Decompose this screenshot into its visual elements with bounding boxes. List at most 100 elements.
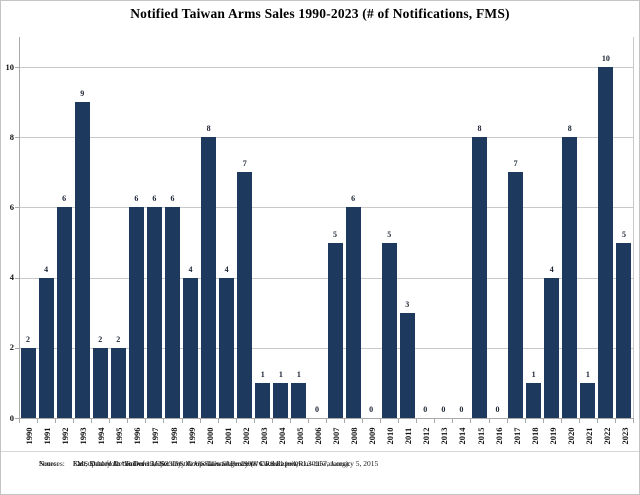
x-tick-label-1994: 1994	[96, 427, 107, 445]
y-tick-label: 8	[9, 131, 14, 142]
bar-value-label-2021: 1	[585, 369, 590, 379]
notes-label: Notes:	[39, 459, 59, 468]
x-tick-label-2020: 2020	[565, 427, 576, 445]
bar-2022	[598, 67, 614, 418]
bar-2015	[471, 137, 488, 418]
bar-value-label-2015: 8	[477, 124, 482, 134]
x-axis-tick	[253, 418, 255, 423]
x-axis-tick	[289, 418, 291, 423]
bar-value-label-2008: 6	[351, 194, 356, 204]
x-tick-label-2023: 2023	[619, 427, 630, 445]
gridline-2	[19, 347, 633, 349]
x-axis-tick	[235, 418, 237, 423]
y-tick-label: 0	[9, 412, 14, 423]
bar-value-label-1997: 6	[152, 194, 157, 204]
bar-value-label-2003: 1	[260, 369, 265, 379]
x-tick-label-2015: 2015	[475, 427, 486, 445]
bar-value-label-1994: 2	[98, 334, 103, 344]
x-tick-label-2013: 2013	[439, 427, 450, 445]
bar-value-label-1999: 4	[188, 264, 193, 274]
x-axis-tick	[199, 418, 201, 423]
x-tick-label-2001: 2001	[222, 427, 233, 445]
bar-value-label-2002: 7	[242, 159, 247, 169]
x-tick-label-1996: 1996	[132, 427, 143, 445]
bar-value-label-2016: 0	[495, 405, 500, 414]
x-tick-label-1992: 1992	[60, 427, 71, 445]
bar-value-label-2011: 3	[405, 299, 410, 309]
gridline-8	[19, 137, 633, 139]
bar-2007	[327, 242, 343, 418]
gridline-10	[19, 67, 633, 68]
bar-1991	[38, 277, 54, 418]
bar-value-label-1998: 6	[170, 194, 175, 204]
x-axis-tick	[271, 418, 273, 423]
x-tick-label-1997: 1997	[150, 427, 161, 445]
bar-value-label-1991: 4	[44, 264, 49, 274]
bar-2010	[381, 242, 397, 418]
x-axis-tick	[416, 418, 418, 423]
bar-value-label-2000: 8	[206, 124, 211, 134]
bar-1994	[92, 347, 108, 418]
x-axis-tick	[524, 418, 526, 423]
x-axis	[19, 418, 634, 419]
bar-value-label-2017: 7	[513, 159, 518, 169]
x-axis-tick	[91, 418, 93, 423]
bar-value-label-1990: 2	[26, 334, 31, 344]
x-tick-label-2017: 2017	[511, 427, 522, 445]
x-tick-label-1990: 1990	[24, 427, 35, 445]
bar-2008	[345, 207, 361, 418]
sources-label: Sources:	[39, 459, 65, 468]
x-axis-tick	[633, 418, 634, 423]
x-tick-label-2014: 2014	[457, 427, 468, 445]
bar-value-label-2007: 5	[333, 229, 338, 239]
x-tick-label-2008: 2008	[349, 427, 360, 445]
bar-1992	[56, 207, 72, 418]
x-tick-label-2012: 2012	[421, 427, 432, 445]
bar-value-label-2012: 0	[423, 405, 428, 414]
x-axis-tick	[344, 418, 346, 423]
y-axis-tick	[15, 67, 19, 68]
bar-value-label-2013: 0	[441, 405, 446, 414]
bar-2023	[616, 242, 632, 418]
bar-value-label-1992: 6	[62, 194, 67, 204]
bar-value-label-1996: 6	[134, 194, 139, 204]
x-axis-tick	[37, 418, 39, 423]
bar-2002	[237, 172, 253, 418]
x-axis-tick	[73, 418, 75, 423]
x-tick-label-2005: 2005	[294, 427, 305, 445]
x-axis-tick	[307, 418, 309, 423]
y-axis-tick	[15, 418, 19, 419]
bar-1997	[146, 207, 162, 418]
x-axis-tick	[362, 418, 364, 423]
y-axis-tick	[15, 277, 19, 279]
bar-value-label-2009: 0	[369, 405, 374, 414]
x-tick-label-2019: 2019	[547, 427, 558, 445]
x-axis-tick	[380, 418, 382, 423]
bar-2018	[526, 382, 542, 418]
x-axis-tick	[19, 418, 20, 423]
y-axis-tick	[15, 207, 19, 209]
x-tick-label-2011: 2011	[403, 427, 414, 445]
bar-value-label-2005: 1	[296, 369, 301, 379]
x-axis-tick	[506, 418, 508, 423]
bar-1998	[164, 207, 181, 418]
y-axis-tick	[15, 347, 19, 349]
bar-value-label-2014: 0	[459, 405, 464, 414]
x-axis-tick	[145, 418, 147, 423]
bar-value-label-2010: 5	[387, 229, 392, 239]
bar-2011	[399, 312, 415, 418]
source-line-1: FMS Data from the Defense Security Coope…	[73, 459, 299, 468]
bar-2003	[255, 382, 271, 418]
x-tick-label-1998: 1998	[168, 427, 179, 445]
bar-2005	[291, 382, 307, 418]
x-axis-tick	[578, 418, 580, 423]
x-tick-label-1999: 1999	[186, 427, 197, 445]
x-axis-tick	[470, 418, 472, 423]
bar-1993	[74, 102, 90, 418]
x-tick-label-2006: 2006	[312, 427, 323, 445]
bar-value-label-2006: 0	[314, 405, 319, 414]
x-tick-label-2004: 2004	[276, 427, 287, 445]
x-axis-tick	[596, 418, 598, 423]
x-tick-label-2021: 2021	[583, 427, 594, 445]
notes-line: Last updated December 15, 2023 by the US…	[73, 459, 351, 468]
